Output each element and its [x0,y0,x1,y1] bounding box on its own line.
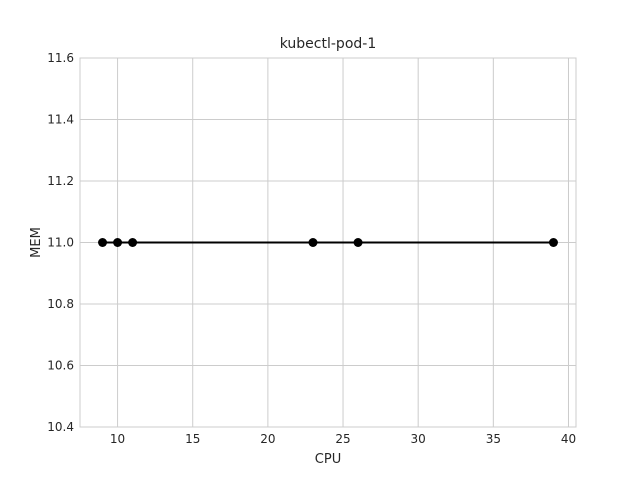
x-tick-label: 25 [335,432,350,446]
x-tick-labels: 10 15 20 25 30 35 40 [110,432,576,446]
y-tick-label: 11.0 [47,236,74,250]
y-tick-label: 11.6 [47,51,74,65]
data-point [353,238,363,247]
x-tick-label: 10 [110,432,125,446]
data-point [128,238,138,247]
data-point [548,238,558,247]
data-point [113,238,123,247]
chart-title: kubectl-pod-1 [280,36,376,52]
series-group [98,238,558,247]
x-axis-label: CPU [315,452,341,467]
y-tick-label: 11.2 [47,174,74,188]
plot-frame [79,57,577,428]
data-point [98,238,108,247]
y-tick-label: 10.6 [47,359,74,373]
x-tick-label: 30 [411,432,426,446]
x-tick-label: 15 [185,432,200,446]
data-point [308,238,318,247]
y-tick-label: 10.8 [47,297,74,311]
y-tick-label: 10.4 [47,420,74,434]
y-tick-labels: 10.4 10.6 10.8 11.0 11.2 11.4 11.6 [47,51,74,434]
y-tick-label: 11.4 [47,113,74,127]
x-tick-label: 35 [486,432,501,446]
y-axis-label: MEM [29,227,44,258]
x-tick-label: 20 [260,432,275,446]
x-tick-label: 40 [561,432,576,446]
